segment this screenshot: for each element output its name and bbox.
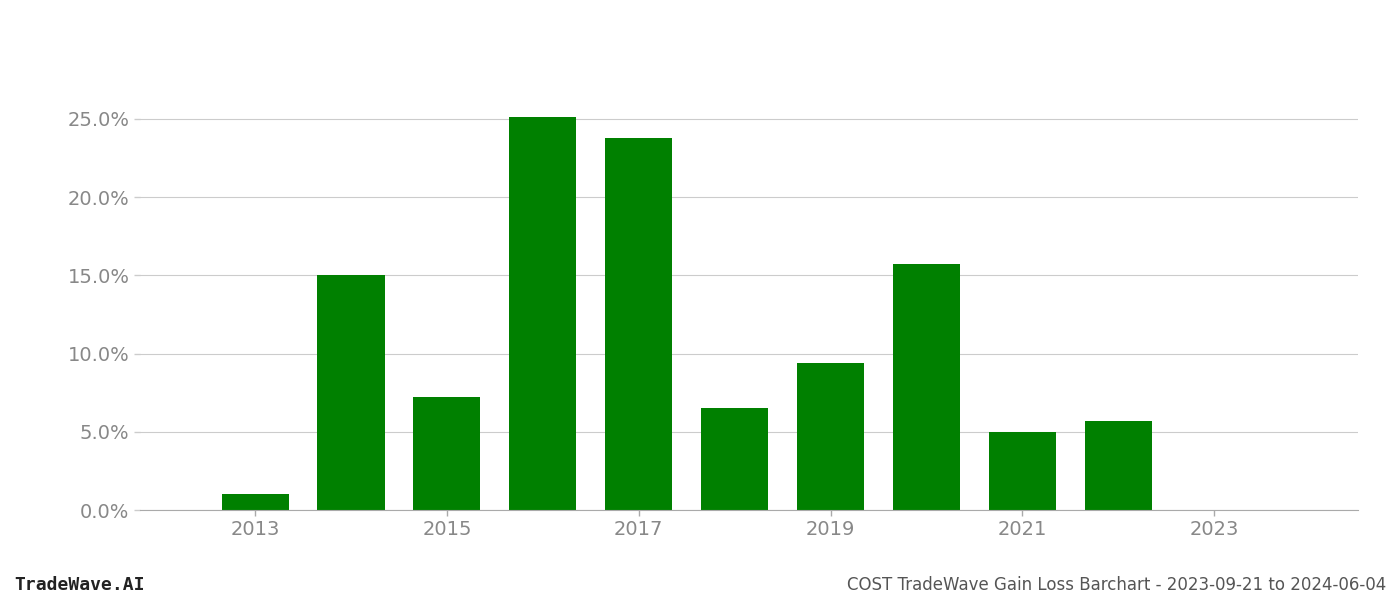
Bar xyxy=(988,432,1056,510)
Text: COST TradeWave Gain Loss Barchart - 2023-09-21 to 2024-06-04: COST TradeWave Gain Loss Barchart - 2023… xyxy=(847,576,1386,594)
Bar xyxy=(510,118,577,510)
Bar xyxy=(1085,421,1152,510)
Bar xyxy=(605,138,672,510)
Bar xyxy=(413,397,480,510)
Bar xyxy=(701,409,769,510)
Bar xyxy=(318,275,385,510)
Bar xyxy=(797,363,864,510)
Bar xyxy=(221,494,288,510)
Bar xyxy=(893,265,960,510)
Text: TradeWave.AI: TradeWave.AI xyxy=(14,576,144,594)
